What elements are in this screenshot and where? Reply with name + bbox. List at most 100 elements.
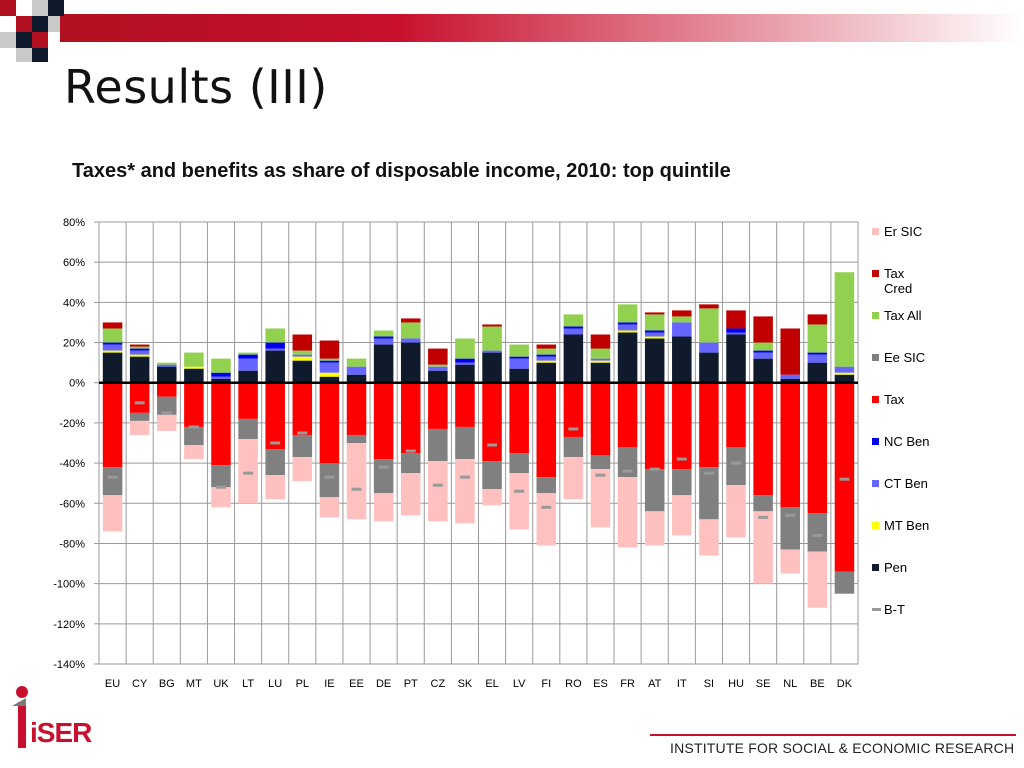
bar-tax-all-bg (157, 362, 177, 365)
bar-nc-ben-lv (509, 356, 529, 359)
legend-label-ee-sic: Ee SIC (884, 350, 925, 365)
bar-ee-sic-pl (292, 434, 313, 458)
bar-pen-lu (265, 350, 285, 383)
legend-label-tax-all: Tax All (884, 308, 922, 323)
bars (102, 272, 855, 608)
bar-er-sic-si (699, 519, 719, 556)
bar-tax-fr (617, 382, 638, 448)
marker-b-t-lt (243, 471, 254, 475)
bar-ct-ben-be (807, 354, 828, 363)
bar-pen-si (699, 352, 719, 383)
y-tick-label: 60% (63, 257, 85, 269)
x-tick-label: SE (756, 678, 771, 690)
x-tick-label: FR (620, 678, 635, 690)
x-tick-label: BG (159, 678, 175, 690)
bar-ee-sic-lt (238, 418, 258, 439)
legend-swatch-er-sic (872, 228, 879, 235)
bar-tax-be (807, 382, 828, 514)
bar-ee-sic-ee (346, 434, 367, 443)
bar-ct-ben-de (373, 338, 394, 345)
bar-ct-ben-dk (834, 366, 855, 373)
bar-ct-ben-bg (157, 364, 177, 367)
bar-er-sic-fr (617, 477, 638, 548)
legend-swatch-tax-cred (872, 270, 879, 277)
marker-b-t-eu (107, 475, 118, 479)
bar-tax-all-pl (292, 350, 313, 355)
bar-pen-mt (184, 368, 204, 383)
bar-ct-ben-ro (563, 328, 584, 335)
bar-tax-all-ie (319, 358, 340, 361)
bar-tax-lv (509, 382, 529, 454)
bar-tax-all-uk (211, 358, 231, 373)
bar-ct-ben-fi (536, 356, 557, 361)
y-tick-label: 40% (63, 297, 85, 309)
bar-er-sic-cz (428, 461, 448, 522)
marker-b-t-be (812, 533, 823, 537)
bar-er-sic-at (644, 511, 665, 546)
bar-tax-all-lt (238, 352, 258, 355)
bar-tax-all-se (753, 342, 773, 351)
bar-mt-ben-dk (834, 372, 855, 375)
bar-mt-ben-at (644, 336, 665, 339)
bar-nc-ben-fi (536, 354, 557, 357)
bar-ee-sic-at (644, 469, 665, 512)
bar-ct-ben-fr (617, 324, 638, 331)
bar-pen-lt (238, 370, 258, 383)
marker-b-t-mt (188, 425, 199, 429)
axes: 80% 60% 40% 20% 0% -20% -40% -60% -80% -100% -120%… (53, 217, 858, 690)
bar-tax-cred-es (590, 334, 611, 349)
bar-tax-all-pt (400, 322, 421, 339)
bar-tax-all-be (807, 324, 828, 353)
bar-pen-lv (509, 368, 529, 383)
bar-er-sic-lt (238, 438, 258, 504)
bar-ct-ben-ee (346, 366, 367, 375)
page-title: Results (III) (64, 60, 328, 114)
bar-pen-eu (102, 352, 123, 383)
marker-b-t-lv (514, 489, 525, 493)
marker-b-t-it (676, 457, 687, 461)
bar-er-sic-ie (319, 497, 340, 518)
bar-nc-ben-lt (238, 354, 258, 359)
bar-er-sic-pl (292, 457, 313, 482)
bar-tax-all-dk (834, 272, 855, 367)
marker-b-t-fr (622, 469, 633, 473)
bar-er-sic-nl (780, 549, 800, 574)
marker-b-t-pl (297, 431, 308, 435)
bar-er-sic-cy (129, 420, 150, 435)
bar-tax-cred-si (699, 304, 719, 309)
bar-tax-el (482, 382, 502, 462)
bar-ee-sic-cy (129, 412, 150, 421)
bar-ee-sic-it (672, 469, 692, 496)
bar-tax-all-cz (428, 364, 448, 367)
bar-mt-ben-pl (292, 356, 313, 361)
bar-tax-hu (726, 382, 746, 448)
legend-swatch-ee-sic (872, 354, 879, 361)
bar-tax-cy (129, 382, 150, 413)
bar-ct-ben-el (482, 350, 502, 353)
bar-nc-ben-eu (102, 342, 123, 345)
bar-nc-ben-sk (455, 358, 475, 363)
bar-tax-it (672, 382, 692, 470)
bar-ee-sic-dk (834, 571, 855, 594)
bar-pen-fr (617, 332, 638, 383)
bar-pen-uk (211, 378, 231, 383)
y-tick-label: -20% (59, 418, 85, 430)
bar-tax-cred-pl (292, 334, 313, 351)
bar-pen-dk (834, 374, 855, 383)
bar-ct-ben-sk (455, 362, 475, 365)
bar-tax-pl (292, 382, 313, 435)
bar-nc-ben-ro (563, 326, 584, 329)
bar-er-sic-ee (346, 443, 367, 520)
bar-er-sic-it (672, 495, 692, 536)
iser-logo-icon (12, 686, 28, 748)
legend-label-mt-ben: MT Ben (884, 518, 929, 533)
bar-tax-lt (238, 382, 258, 419)
bar-tax-cred-el (482, 324, 502, 327)
marker-b-t-el (487, 443, 498, 447)
marker-b-t-cz (432, 483, 443, 487)
bar-ee-sic-mt (184, 426, 204, 446)
bar-er-sic-lv (509, 473, 529, 530)
bar-tax-all-es (590, 348, 611, 359)
bar-er-sic-el (482, 489, 502, 506)
bar-er-sic-se (753, 511, 773, 584)
